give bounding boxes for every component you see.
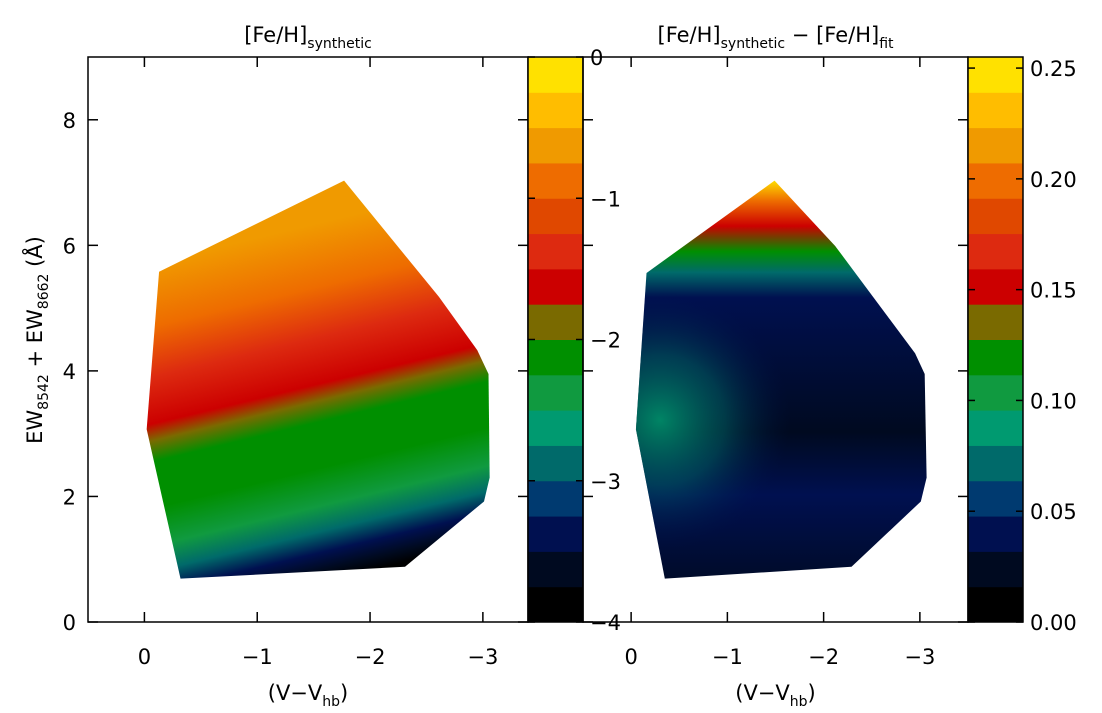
- x-axis-label: (V−Vhb): [735, 681, 816, 709]
- colorbar-level: [968, 92, 1023, 129]
- y-axis-label-part: 8662: [36, 274, 52, 310]
- colorbar-level: [528, 374, 583, 411]
- y-axis-label-part: 8542: [36, 374, 52, 410]
- colorbar-tick-label: −4: [590, 611, 621, 635]
- colorbar-tick-label: −3: [590, 470, 621, 494]
- y-axis-label: EW8542 + EW8662 (Å): [21, 236, 52, 444]
- colorbar-level: [528, 198, 583, 235]
- x-tick-label: 0: [138, 645, 151, 669]
- x-axis-label-part: (V−V: [268, 681, 323, 705]
- y-tick-label: 2: [63, 485, 76, 509]
- colorbar-level: [528, 410, 583, 446]
- colorbar-level: [968, 551, 1023, 588]
- y-tick-label: 4: [63, 360, 76, 384]
- colorbar-level: [968, 516, 1023, 552]
- colorbar-frame: [967, 56, 1024, 623]
- x-axis-label-part: ): [340, 681, 348, 705]
- x-tick-label: 0: [624, 645, 637, 669]
- colorbar-level: [528, 127, 583, 164]
- data-region: [146, 180, 490, 579]
- colorbar-level: [968, 127, 1023, 164]
- y-axis-label-part: + EW: [23, 309, 47, 374]
- colorbar-level: [968, 268, 1023, 305]
- colorbar-level: [528, 516, 583, 552]
- colorbar-tick-label: 0.00: [1030, 611, 1077, 635]
- colorbar-tick-label: −2: [590, 329, 621, 353]
- panel-title: [Fe/H]synthetic − [Fe/H]fit: [658, 23, 895, 52]
- panel-title-part: synthetic: [307, 36, 372, 52]
- colorbar-level: [528, 268, 583, 305]
- colorbar-level: [968, 57, 1023, 93]
- x-tick-label: −2: [355, 645, 386, 669]
- colorbar-level: [528, 57, 583, 93]
- colorbar-level: [968, 410, 1023, 446]
- colorbar-tick-label: 0: [590, 46, 603, 70]
- x-axis-label-part: (V−V: [735, 681, 790, 705]
- y-axis-label-part: (Å): [21, 236, 47, 273]
- colorbar-level: [528, 551, 583, 588]
- colorbar-level: [528, 162, 583, 199]
- colorbar-level: [968, 162, 1023, 199]
- colorbar-level: [528, 339, 583, 376]
- panel-title-part: [Fe/H]: [244, 23, 307, 47]
- colorbar-level: [528, 586, 583, 623]
- colorbar-level: [968, 198, 1023, 235]
- panel-title-part: fit: [879, 36, 894, 52]
- colorbar-level: [968, 304, 1023, 340]
- colorbar-level: [528, 304, 583, 340]
- y-tick-label: 6: [63, 234, 76, 258]
- x-tick-label: −3: [904, 645, 935, 669]
- colorbar-level: [968, 480, 1023, 517]
- y-tick-label: 0: [63, 611, 76, 635]
- panel-title-part: synthetic: [721, 36, 786, 52]
- colorbar-level: [968, 586, 1023, 623]
- colorbar-level: [968, 233, 1023, 270]
- colorbar-tick-label: 0.20: [1030, 168, 1077, 192]
- panel-title-part: − [Fe/H]: [785, 23, 879, 47]
- x-axis-label: (V−Vhb): [268, 681, 349, 709]
- x-tick-label: −1: [712, 645, 743, 669]
- panel-title: [Fe/H]synthetic: [244, 23, 372, 52]
- colorbar-tick-label: 0.10: [1030, 389, 1077, 413]
- x-axis-label-part: ): [808, 681, 816, 705]
- colorbar-tick-label: −1: [590, 187, 621, 211]
- x-axis-label-part: hb: [790, 694, 808, 709]
- y-tick-label: 8: [63, 109, 76, 133]
- x-tick-label: −2: [808, 645, 839, 669]
- panel-title-part: [Fe/H]: [658, 23, 721, 47]
- colorbar-level: [528, 233, 583, 270]
- colorbar-level: [528, 445, 583, 482]
- colorbar-tick-label: 0.05: [1030, 500, 1077, 524]
- colorbar-level: [968, 339, 1023, 376]
- colorbar-level: [968, 445, 1023, 482]
- colorbar-level: [528, 480, 583, 517]
- x-axis-label-part: hb: [322, 694, 340, 709]
- x-tick-label: −1: [242, 645, 273, 669]
- x-tick-label: −3: [467, 645, 498, 669]
- colorbar-tick-label: 0.25: [1030, 57, 1077, 81]
- colorbar-level: [528, 92, 583, 129]
- colorbar-level: [968, 374, 1023, 411]
- colorbar-tick-label: 0.15: [1030, 279, 1077, 303]
- data-region-shade: [635, 180, 927, 579]
- y-axis-label-part: EW: [23, 410, 47, 444]
